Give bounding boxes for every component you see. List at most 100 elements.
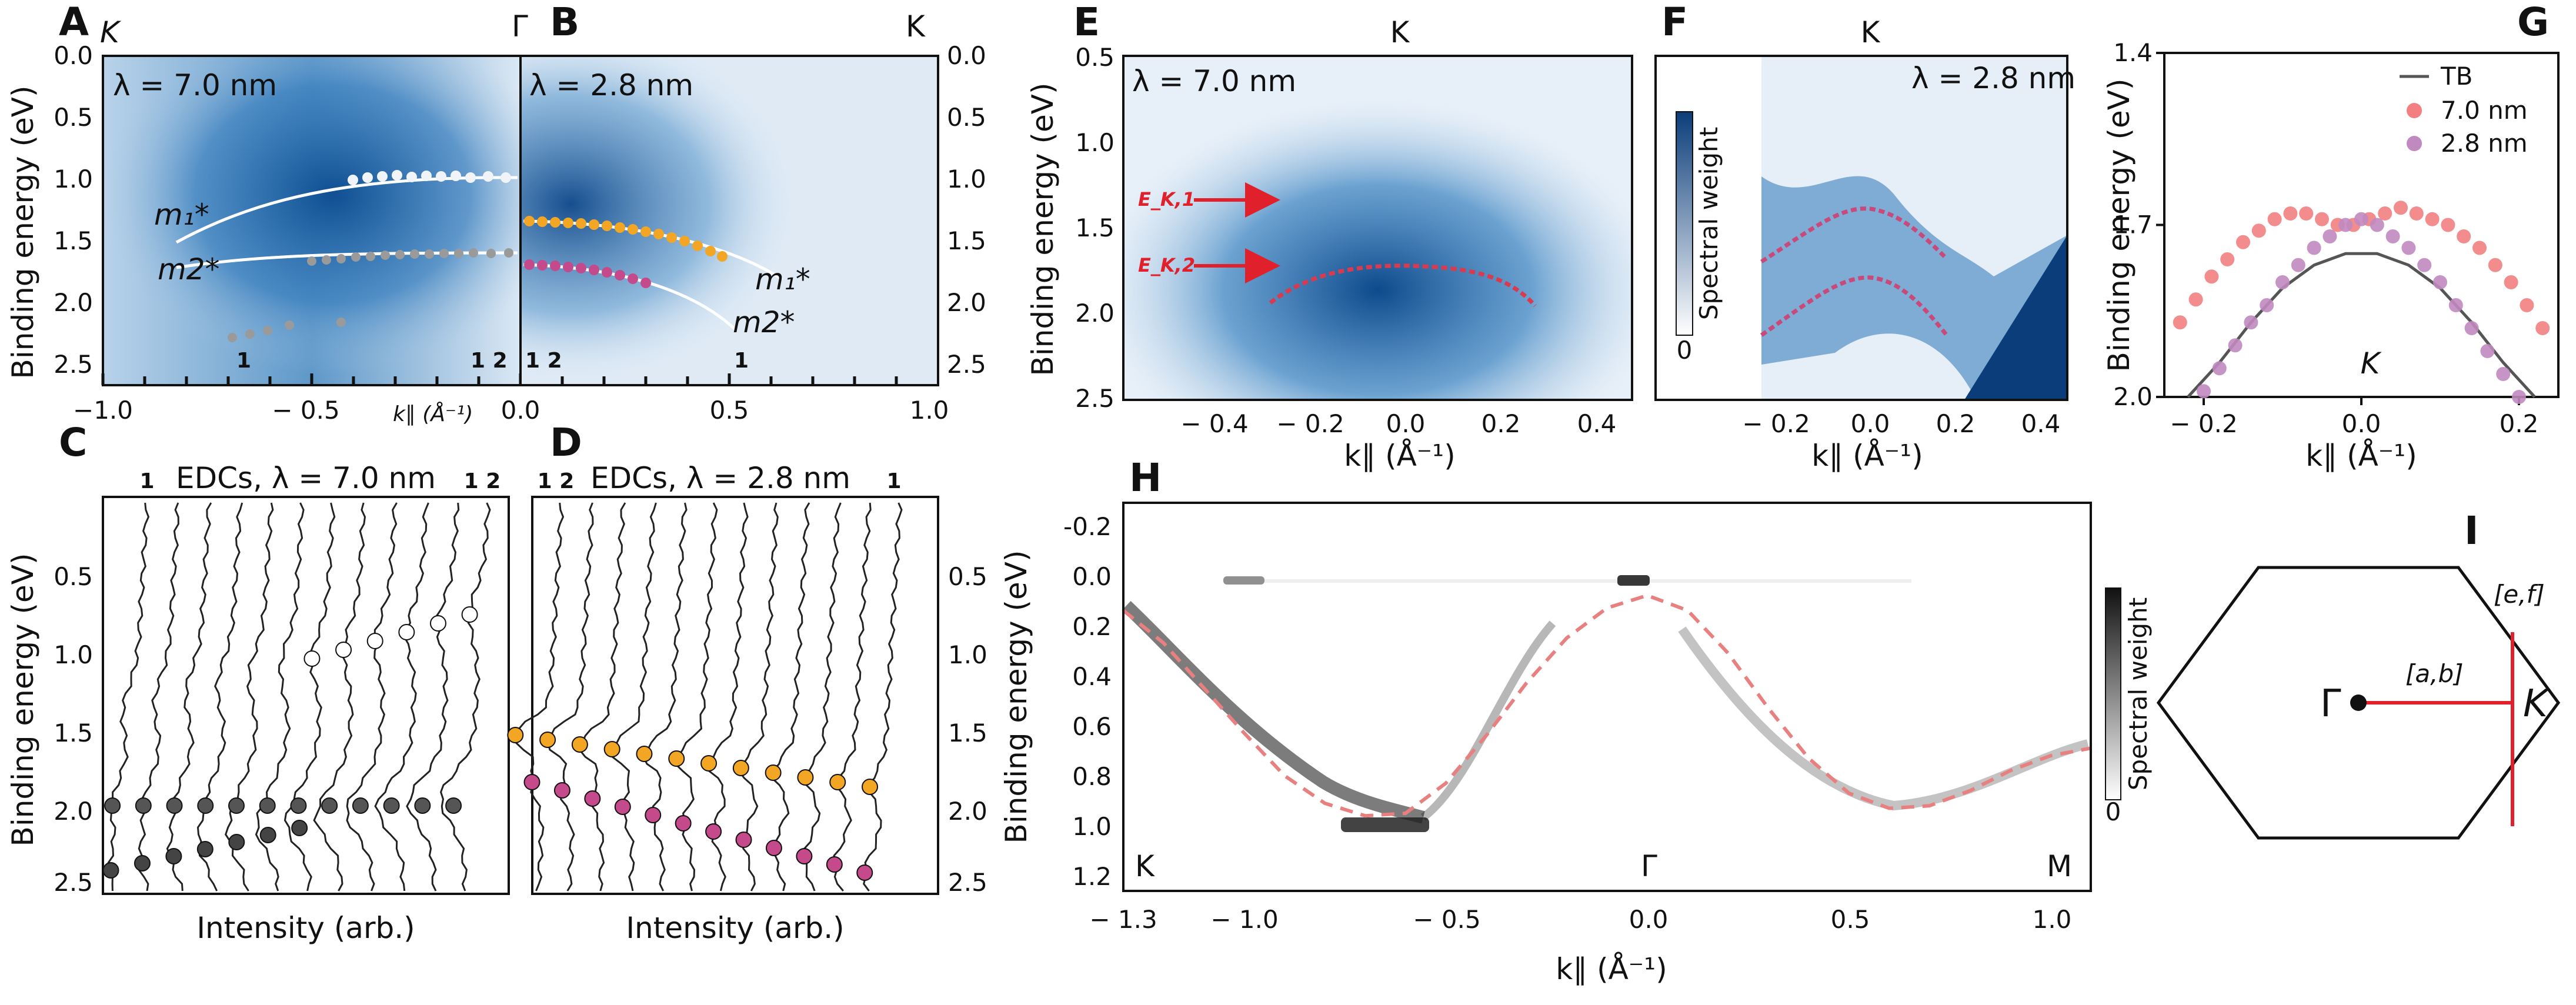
panel-b-xtick: 0.5 [710, 396, 749, 425]
panel-g-ylabel: Binding energy (eV) [2102, 79, 2136, 372]
edc-peak-marker [603, 741, 620, 757]
edc-peak-marker [584, 790, 601, 807]
panel-h-tb-guide [1122, 593, 2091, 818]
edc-peak-marker [383, 797, 400, 814]
edc-peak-marker [134, 855, 151, 872]
edc-curve [440, 502, 491, 892]
panel-b-m2-fit [523, 263, 736, 330]
panel-h-colorbar [2105, 587, 2121, 800]
panel-c-ytick: 1.0 [54, 640, 93, 669]
edc-peak-marker [797, 769, 814, 786]
edc-curve [833, 502, 872, 892]
panel-d-ytick: 0.5 [948, 562, 987, 591]
edc-curve [642, 502, 688, 892]
panel-d-marker-1: 1 [886, 469, 901, 493]
panel-b-yaxis: 0.0 0.5 1.0 1.5 2.0 2.5 [947, 41, 986, 379]
panel-f: Spectral weight 0 λ = 2.8 nm − 0.2 0.0 0… [1654, 0, 2076, 473]
panel-g-point-7nm [2220, 252, 2235, 266]
panel-a-m1-label: m₁* [154, 198, 209, 232]
panel-g-point-7nm [2251, 223, 2266, 238]
edc-curve [196, 502, 243, 892]
panel-c-ylabel: Binding energy (eV) [6, 553, 40, 847]
panel-e-xtick: 0.4 [1577, 409, 1617, 438]
panel-b-ytick: 0.0 [947, 41, 986, 70]
panel-g-xtick-label: 0.2 [2500, 409, 2539, 438]
panel-f-xaxis: − 0.2 0.0 0.2 0.4 [1742, 409, 2060, 438]
edc-peak-marker [571, 736, 588, 753]
panel-d-xlabel: Intensity (arb.) [626, 911, 844, 945]
edc-curve [374, 502, 429, 892]
edc-peak-marker [445, 797, 462, 814]
panel-e-xtick: − 0.2 [1276, 409, 1344, 438]
panel-h-colorbar-min: 0 [2105, 797, 2121, 826]
panel-g-legend-7nm: 7.0 nm [2441, 96, 2528, 125]
panel-g-point-7nm [2504, 275, 2518, 289]
panel-g-point-7nm [2425, 212, 2440, 226]
panel-g-ytick-label: 2.0 [2113, 382, 2153, 411]
panel-f-letter: F [1661, 0, 1688, 45]
panel-i-seg-ef-label: [e,f] [2494, 580, 2545, 609]
edc-peak-marker [259, 797, 276, 814]
panel-b-m2-label: m2* [733, 305, 795, 339]
panel-a-m2-points [228, 248, 513, 342]
panel-g-point-7nm [2441, 218, 2455, 232]
panel-f-colorbar [1676, 111, 1693, 336]
panel-i-gamma-point [2350, 695, 2367, 711]
panel-g-point-28nm [2228, 338, 2243, 353]
panel-g-point-7nm [2457, 229, 2471, 243]
panel-h-ytick: -0.2 [1063, 512, 1112, 541]
panel-h-xlabel: k∥ (Å⁻¹) [1556, 952, 1667, 986]
edc-curve [313, 502, 366, 892]
panel-e-intensity [1123, 56, 1632, 400]
panel-a-ytick: 2.0 [54, 288, 93, 317]
panel-g-annotation: K [2361, 346, 2383, 380]
panel-e: E_K,1 E_K,2 λ = 7.0 nm 0.5 1.0 1.5 2.0 2… [1026, 0, 1633, 473]
panel-a-lambda: λ = 7.0 nm [113, 68, 277, 102]
panel-a-edc-marker-12: 1 2 [471, 349, 508, 373]
panel-d-title: EDCs, λ = 2.8 nm [590, 461, 850, 495]
edc-peak-marker [104, 797, 121, 814]
panel-g-point-28nm [2197, 384, 2211, 399]
edc-peak-marker [102, 862, 119, 879]
panel-g-point-28nm [2307, 241, 2321, 255]
panel-g-legend-28nm: 2.8 nm [2441, 129, 2528, 158]
panel-h-letter: H [1129, 455, 1162, 500]
panel-g-point-28nm [2244, 315, 2258, 330]
panel-e-ytick: 2.5 [1075, 384, 1115, 413]
panel-h-ytick: 1.0 [1072, 812, 1112, 841]
edc-curve [225, 502, 274, 892]
panel-g-point-28nm [2275, 275, 2290, 289]
edc-curve [406, 502, 460, 892]
panel-c-edc-curves [102, 502, 491, 892]
panel-d-edc-curves [507, 502, 903, 892]
panel-h-point-k: K [1135, 849, 1155, 883]
panel-a-ytick: 1.0 [54, 165, 93, 193]
panel-a-ytick: 1.5 [54, 226, 93, 255]
panel-g-point-28nm [2512, 390, 2526, 404]
edc-peak-marker [668, 750, 685, 767]
edc-curve [863, 502, 903, 892]
edc-peak-marker [366, 633, 383, 649]
panel-g-ytick-label: 1.7 [2113, 211, 2153, 239]
edc-curve [738, 502, 779, 892]
panel-g-point-7nm [2378, 206, 2393, 221]
panel-e-ytick: 0.5 [1075, 43, 1115, 72]
panel-f-xtick: − 0.2 [1742, 409, 1810, 438]
panel-h-xtick: − 1.3 [1089, 905, 1157, 934]
panel-a-m2-label: m2* [158, 252, 220, 286]
panel-g-point-7nm [2394, 201, 2408, 215]
panel-b-letter: B [550, 0, 579, 45]
panel-i-seg-ab-label: [a,b] [2405, 659, 2464, 688]
panel-g-legend-marker-28nm [2407, 136, 2422, 151]
panel-g-ytick-label: 1.4 [2113, 38, 2153, 67]
panel-e-arrow-label-2: E_K,2 [1138, 254, 1195, 276]
panel-b-m1-label: m₁* [755, 262, 810, 296]
panel-g-point-28nm [2354, 212, 2368, 226]
panel-e-frame [1122, 55, 1633, 401]
panel-b-intensity [520, 56, 938, 385]
panel-h-xtick: − 0.5 [1413, 905, 1480, 934]
panel-d-ytick: 2.5 [948, 868, 987, 897]
panel-i-hexagon [2156, 566, 2561, 840]
edc-peak-marker [765, 764, 782, 781]
